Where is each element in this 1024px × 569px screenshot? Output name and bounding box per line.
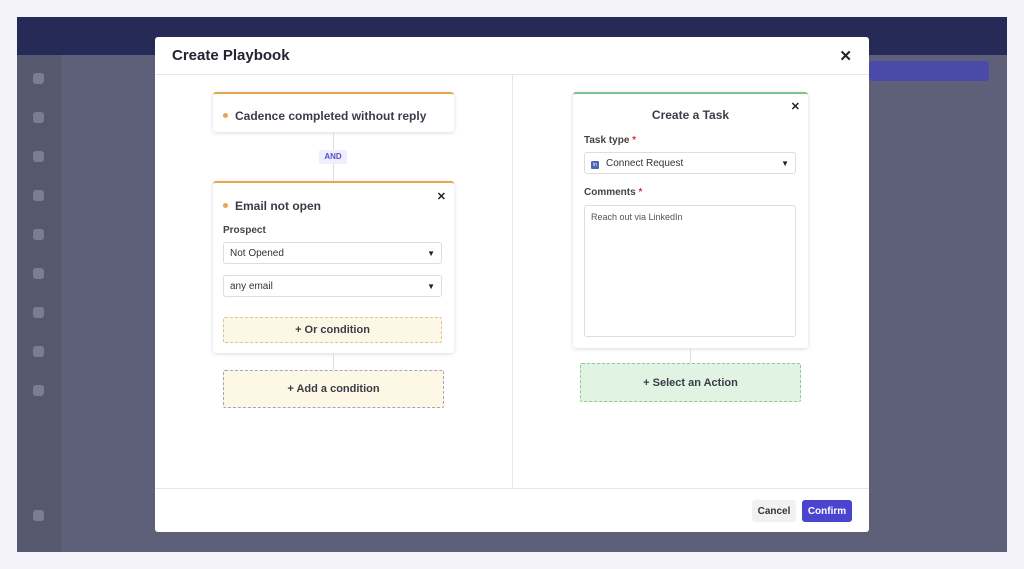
status-select[interactable]: Not Opened ▼ xyxy=(223,242,442,264)
column-divider xyxy=(512,75,513,488)
remove-action-icon[interactable]: ✕ xyxy=(790,101,800,113)
condition-card: Email not open ✕ Prospect Not Opened ▼ an… xyxy=(213,181,454,353)
add-condition-button[interactable]: + Add a condition xyxy=(223,370,444,408)
email-select[interactable]: any email ▼ xyxy=(223,275,442,297)
caret-down-icon: ▼ xyxy=(427,281,435,291)
comments-label: Comments * xyxy=(584,187,643,198)
modal-header: Create Playbook ✕ xyxy=(155,37,869,75)
modal-title: Create Playbook xyxy=(172,47,290,64)
comments-textarea[interactable]: Reach out via LinkedIn xyxy=(584,205,796,337)
prospect-label: Prospect xyxy=(223,225,266,236)
close-icon[interactable]: ✕ xyxy=(839,47,852,65)
trigger-card[interactable]: Cadence completed without reply xyxy=(213,92,454,132)
caret-down-icon: ▼ xyxy=(781,158,789,168)
action-title: Create a Task xyxy=(651,108,730,122)
create-playbook-modal: Create Playbook ✕ Cadence completed with… xyxy=(155,37,869,532)
status-dot-icon xyxy=(223,203,228,209)
status-dot-icon xyxy=(223,113,228,119)
condition-title: Email not open xyxy=(235,199,322,213)
or-condition-button[interactable]: + Or condition xyxy=(223,317,442,343)
caret-down-icon: ▼ xyxy=(427,248,435,258)
linkedin-icon: in xyxy=(591,160,599,169)
select-action-button[interactable]: + Select an Action xyxy=(580,363,801,402)
trigger-title: Cadence completed without reply xyxy=(235,109,427,123)
modal-footer: Cancel Confirm xyxy=(155,488,869,532)
confirm-button[interactable]: Confirm xyxy=(802,500,852,522)
create-task-card: Create a Task ✕ Task type * in Connect Re… xyxy=(573,92,808,348)
background-button xyxy=(869,61,989,81)
remove-condition-icon[interactable]: ✕ xyxy=(436,191,446,203)
cancel-button[interactable]: Cancel xyxy=(752,500,796,522)
task-type-label: Task type * xyxy=(584,135,637,146)
task-type-select[interactable]: in Connect Request ▼ xyxy=(584,152,796,174)
and-connector: AND xyxy=(319,150,347,164)
app-sidebar xyxy=(17,55,61,552)
